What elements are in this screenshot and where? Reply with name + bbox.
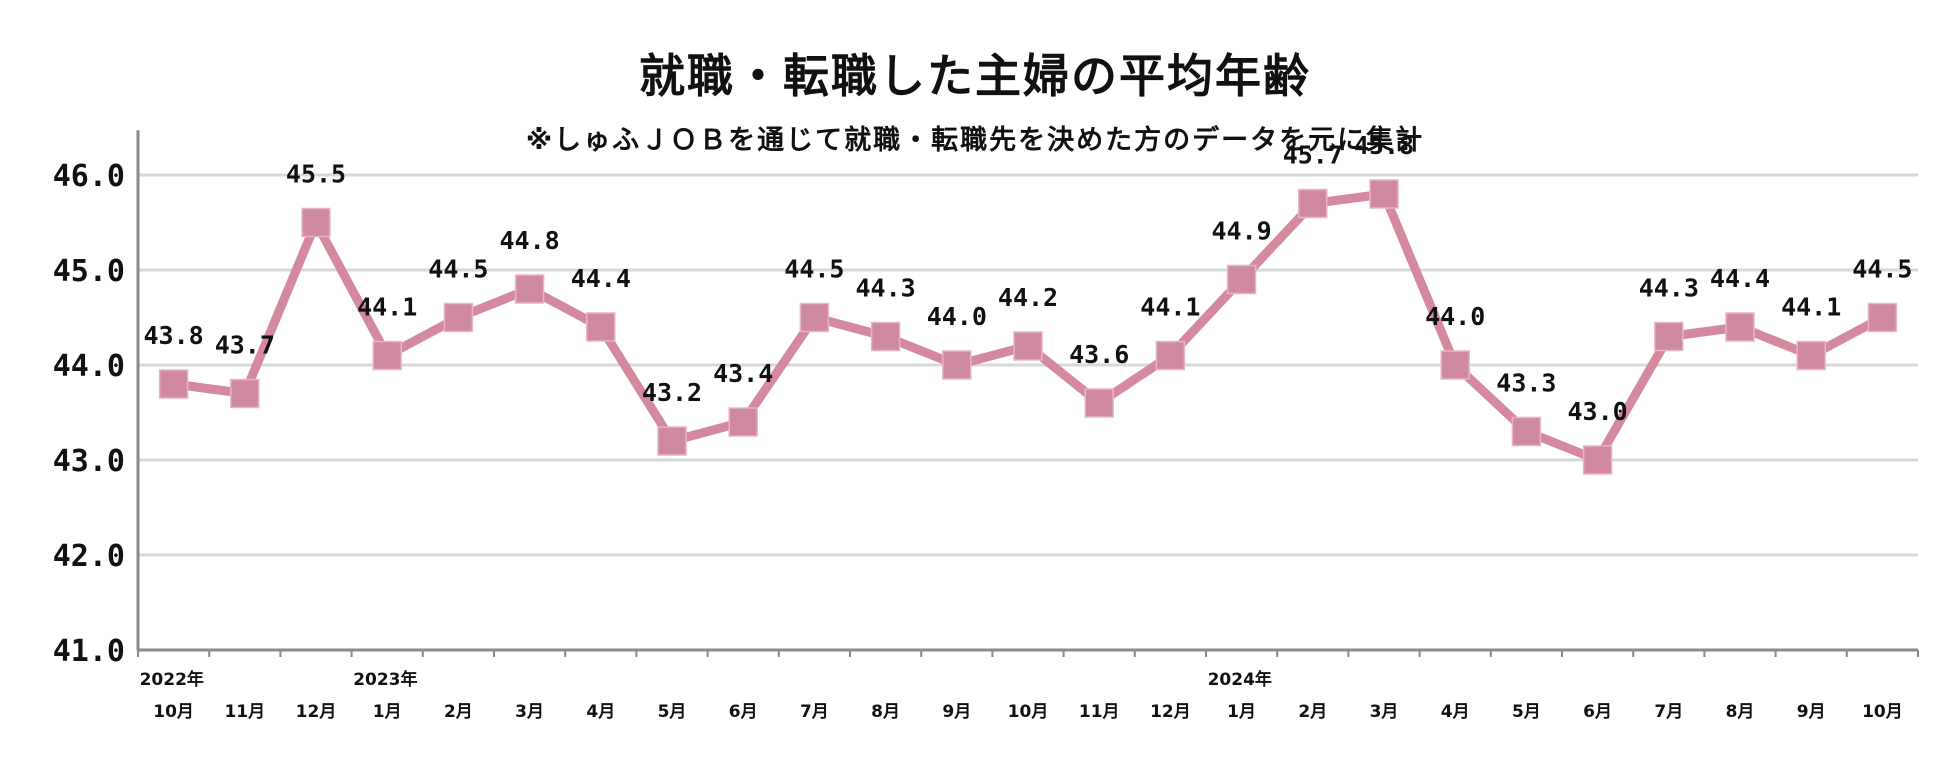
data-label: 43.8 bbox=[143, 321, 203, 350]
data-label: 43.2 bbox=[642, 378, 702, 407]
data-point bbox=[1654, 321, 1684, 352]
data-point bbox=[586, 312, 616, 342]
data-label: 43.0 bbox=[1567, 397, 1627, 426]
data-label: 44.4 bbox=[1710, 264, 1770, 293]
data-point bbox=[1084, 388, 1114, 418]
x-tick-label: 7月 bbox=[1654, 702, 1683, 722]
data-label: 44.5 bbox=[428, 255, 488, 284]
x-year-label: 2023年 bbox=[353, 669, 417, 690]
x-tick-label: 1月 bbox=[373, 702, 402, 722]
data-label: 44.9 bbox=[1211, 217, 1271, 246]
data-label: 44.0 bbox=[1425, 302, 1485, 331]
data-point bbox=[1582, 445, 1613, 475]
data-point bbox=[1369, 179, 1399, 209]
data-point bbox=[1511, 416, 1542, 447]
x-tick-label: 4月 bbox=[1441, 702, 1470, 722]
data-label: 44.8 bbox=[499, 226, 559, 255]
data-point bbox=[1298, 188, 1328, 219]
x-tick-label: 9月 bbox=[1797, 702, 1826, 722]
y-tick-label: 46.0 bbox=[53, 159, 125, 194]
x-tick-label: 11月 bbox=[224, 702, 265, 722]
data-label: 45.7 bbox=[1283, 141, 1343, 170]
data-point bbox=[728, 407, 758, 437]
data-label: 44.5 bbox=[1852, 255, 1912, 284]
data-point bbox=[301, 207, 331, 238]
x-tick-label: 2月 bbox=[444, 702, 473, 722]
data-label: 44.1 bbox=[1781, 293, 1841, 322]
x-tick-labels: 10月 11月 12月 1月 2月 3月 4月 5月 6月 7月 8月 9月 10月 11月 12月 1月 2月… bbox=[140, 669, 1903, 722]
data-label: 45.5 bbox=[286, 160, 346, 189]
y-tick-label: 43.0 bbox=[53, 444, 125, 479]
x-tick-label: 8月 bbox=[1726, 702, 1755, 722]
data-point bbox=[942, 350, 972, 380]
x-tick-label: 4月 bbox=[586, 702, 615, 722]
data-label: 45.8 bbox=[1354, 131, 1414, 160]
axes bbox=[136, 130, 1919, 657]
data-label: 44.4 bbox=[571, 264, 631, 293]
x-tick-label: 9月 bbox=[942, 702, 971, 722]
data-point bbox=[158, 369, 189, 399]
data-point bbox=[657, 426, 687, 456]
x-tick-label: 6月 bbox=[729, 702, 758, 722]
x-tick-label: 11月 bbox=[1079, 702, 1120, 722]
chart-subtitle: ※しゅふＪＯＢを通じて就職・転職先を決めた方のデータを元に集計 bbox=[525, 125, 1425, 156]
data-label: 44.1 bbox=[357, 293, 417, 322]
grid-lines bbox=[138, 173, 1918, 557]
data-label: 43.4 bbox=[713, 359, 773, 388]
data-point bbox=[372, 340, 402, 371]
data-label: 44.3 bbox=[855, 274, 915, 303]
data-label: 44.1 bbox=[1140, 293, 1200, 322]
chart-title: 就職・転職した主婦の平均年齢 bbox=[639, 49, 1311, 103]
data-label: 43.6 bbox=[1069, 340, 1129, 369]
data-point bbox=[1013, 331, 1043, 361]
x-tick-label: 12月 bbox=[1150, 702, 1191, 722]
data-label: 44.5 bbox=[784, 255, 844, 284]
x-tick-label: 7月 bbox=[800, 702, 829, 722]
y-tick-label: 44.0 bbox=[53, 349, 125, 384]
data-series bbox=[158, 179, 1898, 475]
y-tick-labels: 41.0 42.0 43.0 44.0 45.0 46.0 bbox=[53, 159, 125, 669]
data-point bbox=[443, 302, 474, 333]
x-tick-label: 6月 bbox=[1583, 702, 1612, 722]
data-point bbox=[1867, 302, 1898, 333]
data-label: 44.0 bbox=[927, 302, 987, 331]
x-tick-label: 10月 bbox=[1008, 702, 1049, 722]
data-point bbox=[1226, 264, 1257, 295]
x-year-label: 2024年 bbox=[1208, 669, 1272, 690]
x-tick-label: 1月 bbox=[1227, 702, 1256, 722]
x-tick-label: 3月 bbox=[515, 702, 544, 722]
data-point bbox=[1155, 340, 1186, 371]
y-tick-label: 41.0 bbox=[53, 634, 125, 669]
x-tick-label: 3月 bbox=[1370, 702, 1399, 722]
x-tick-label: 10月 bbox=[153, 702, 194, 722]
y-tick-label: 42.0 bbox=[53, 539, 125, 574]
data-point bbox=[230, 378, 260, 409]
data-label: 44.3 bbox=[1639, 274, 1699, 303]
data-point bbox=[870, 321, 901, 352]
data-labels: 43.8 43.7 45.5 44.1 44.5 44.8 44.4 43.2 43.4 44.5… bbox=[143, 131, 1912, 426]
x-tick-label: 8月 bbox=[871, 702, 900, 722]
data-point bbox=[1796, 340, 1826, 371]
data-point bbox=[1725, 312, 1755, 342]
x-year-label: 2022年 bbox=[140, 669, 204, 690]
x-tick-label: 5月 bbox=[1512, 702, 1541, 722]
x-tick-label: 5月 bbox=[658, 702, 687, 722]
data-label: 43.3 bbox=[1496, 369, 1556, 398]
data-point bbox=[799, 302, 830, 333]
x-tick-label: 10月 bbox=[1862, 702, 1903, 722]
data-label: 44.2 bbox=[998, 283, 1058, 312]
data-point bbox=[514, 274, 545, 304]
data-label: 43.7 bbox=[215, 331, 275, 360]
y-tick-label: 45.0 bbox=[53, 254, 125, 289]
x-tick-label: 2月 bbox=[1298, 702, 1327, 722]
x-tick-label: 12月 bbox=[296, 702, 337, 722]
data-point bbox=[1440, 350, 1470, 380]
